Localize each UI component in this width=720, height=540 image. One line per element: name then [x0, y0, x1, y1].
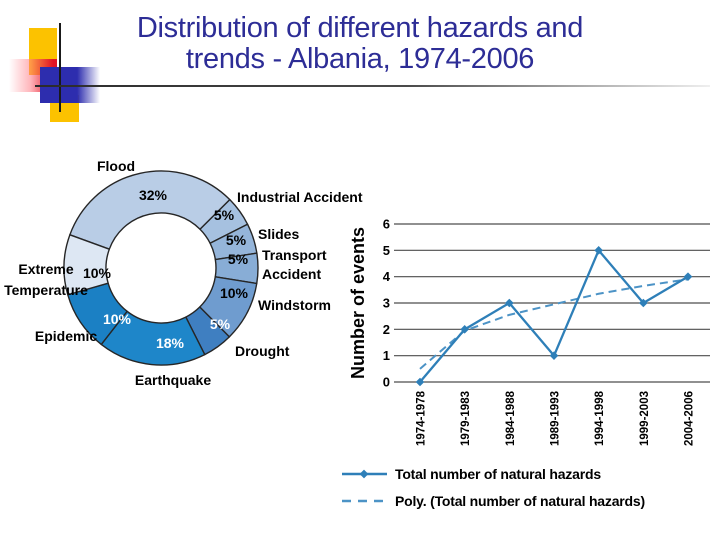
donut-label-extreme-line1: Extreme	[18, 261, 74, 277]
x-category-label-3: 1989-1993	[549, 391, 561, 446]
series-marker-6	[683, 272, 693, 281]
y-tick-label-0: 0	[383, 375, 390, 390]
donut-pct-earthquake: 18%	[155, 335, 185, 351]
y-tick-label-6: 6	[383, 217, 390, 232]
series-marker-0	[415, 377, 425, 387]
donut-pct-drought: 5%	[209, 316, 231, 332]
title-line-1: Distribution of different hazards and	[136, 12, 584, 44]
legend-swatch-solid-line-icon	[342, 469, 387, 478]
x-category-label-1: 1979-1983	[460, 391, 472, 446]
donut-label-transport-line2: Accident	[262, 266, 322, 282]
y-tick-label-5: 5	[383, 243, 390, 258]
x-category-label-5: 1999-2003	[639, 391, 651, 446]
series-marker-5	[639, 298, 648, 308]
donut-label-extreme-temperature: Extreme Temperature	[4, 259, 88, 301]
chart-legend: Total number of natural hazards Poly. (T…	[341, 460, 645, 514]
y-tick-label-1: 1	[383, 348, 390, 363]
x-category-label-6: 2004-2006	[683, 391, 695, 446]
donut-label-transport-line1: Transport	[262, 247, 327, 263]
donut-label-flood: Flood	[96, 158, 136, 174]
legend-diamond-marker	[359, 469, 369, 478]
x-category-label-2: 1984-1988	[505, 390, 517, 446]
donut-label-slides: Slides	[258, 226, 300, 242]
legend-swatch-dashed-line-icon	[342, 499, 387, 502]
title-line-2: trends - Albania, 1974-2006	[185, 43, 535, 75]
legend-label-total-hazards: Total number of natural hazards	[395, 465, 601, 482]
legend-item-total-hazards: Total number of natural hazards	[341, 460, 645, 487]
donut-pct-slides: 5%	[225, 232, 247, 248]
donut-label-transport-accident: Transport Accident	[262, 246, 327, 284]
donut-label-earthquake: Earthquake	[134, 372, 212, 388]
x-category-label-4: 1994-1998	[594, 390, 606, 446]
slide-title: Distribution of different hazards and tr…	[80, 13, 640, 75]
donut-label-industrial-accident: Industrial Accident	[237, 189, 363, 205]
y-axis-title: Number of events	[348, 227, 368, 379]
line-chart: 0 1 2 3 4 5 6 1974-1978 1979-1983 1984-1988 1989-1…	[348, 217, 710, 446]
decoration-vertical-line	[59, 23, 61, 112]
series-marker-3	[549, 351, 559, 360]
donut-pct-extreme-temperature: 10%	[82, 265, 112, 281]
donut-chart	[63, 170, 259, 366]
donut-pct-epidemic: 10%	[102, 311, 132, 327]
donut-pct-transport: 5%	[227, 251, 249, 267]
legend-label-poly-trend: Poly. (Total number of natural hazards)	[395, 492, 645, 509]
title-underline	[35, 85, 710, 87]
donut-slice-0	[69, 170, 231, 250]
donut-slice-8	[63, 234, 111, 296]
legend-item-poly-trend: Poly. (Total number of natural hazards)	[341, 487, 645, 514]
series-marker-2	[505, 298, 514, 308]
y-tick-label-4: 4	[383, 269, 391, 284]
series-line-total-hazards	[419, 249, 689, 383]
donut-pct-flood: 32%	[138, 187, 168, 203]
donut-pct-windstorm: 10%	[219, 285, 249, 301]
y-tick-label-2: 2	[383, 322, 390, 337]
donut-label-extreme-line2: Temperature	[4, 282, 88, 298]
donut-label-drought: Drought	[235, 343, 290, 359]
donut-pct-industrial: 5%	[213, 207, 235, 223]
donut-label-epidemic: Epidemic	[34, 328, 98, 344]
y-tick-label-3: 3	[383, 296, 390, 311]
series-marker-4	[594, 246, 603, 255]
x-category-label-0: 1974-1978	[416, 390, 428, 446]
donut-label-windstorm: Windstorm	[258, 297, 331, 313]
